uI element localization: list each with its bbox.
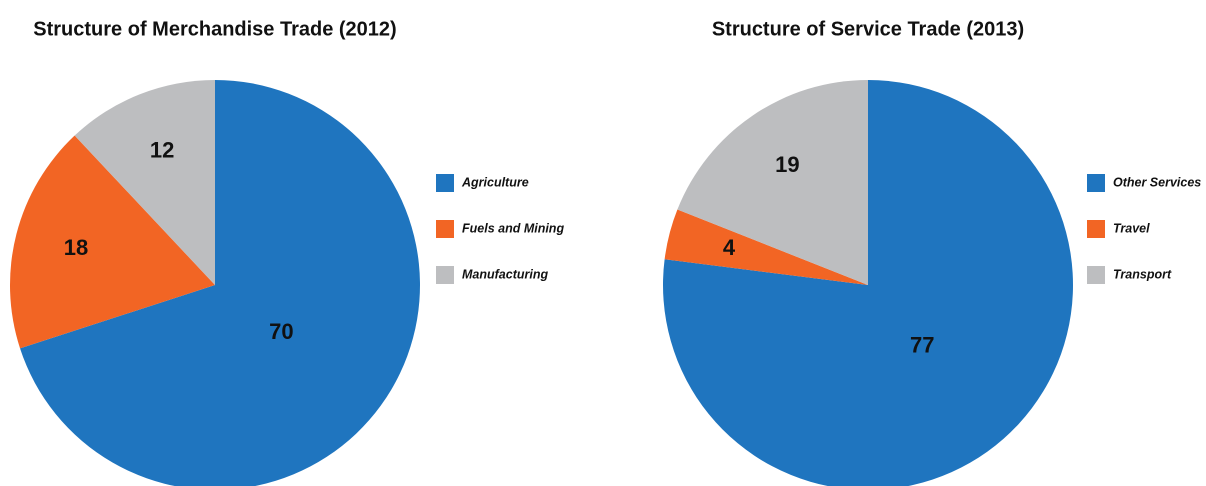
pie-slice — [20, 80, 420, 486]
legend-label: Travel — [1113, 221, 1150, 235]
legend-swatch — [436, 220, 454, 238]
legend-label: Agriculture — [461, 175, 529, 189]
data-label: 12 — [150, 137, 174, 162]
legend-swatch — [1087, 174, 1105, 192]
chart-title: Structure of Service Trade (2013) — [712, 18, 1024, 40]
legend-label: Manufacturing — [462, 267, 548, 281]
pie-slice — [663, 80, 1073, 486]
data-label: 70 — [269, 319, 293, 344]
legend-label: Transport — [1113, 267, 1172, 281]
legend-swatch — [1087, 266, 1105, 284]
legend-swatch — [436, 266, 454, 284]
data-label: 4 — [723, 235, 736, 260]
legend-label: Other Services — [1113, 175, 1201, 189]
pie-slice — [74, 80, 215, 285]
data-label: 18 — [64, 235, 88, 260]
pie-slice — [664, 209, 868, 285]
pie-slice — [10, 135, 215, 349]
chart-title: Structure of Merchandise Trade (2012) — [33, 18, 396, 40]
data-label: 77 — [910, 332, 934, 357]
legend-label: Fuels and Mining — [462, 221, 564, 235]
legend-swatch — [436, 174, 454, 192]
data-label: 19 — [775, 152, 799, 177]
pie-slice — [677, 80, 868, 285]
legend-swatch — [1087, 220, 1105, 238]
